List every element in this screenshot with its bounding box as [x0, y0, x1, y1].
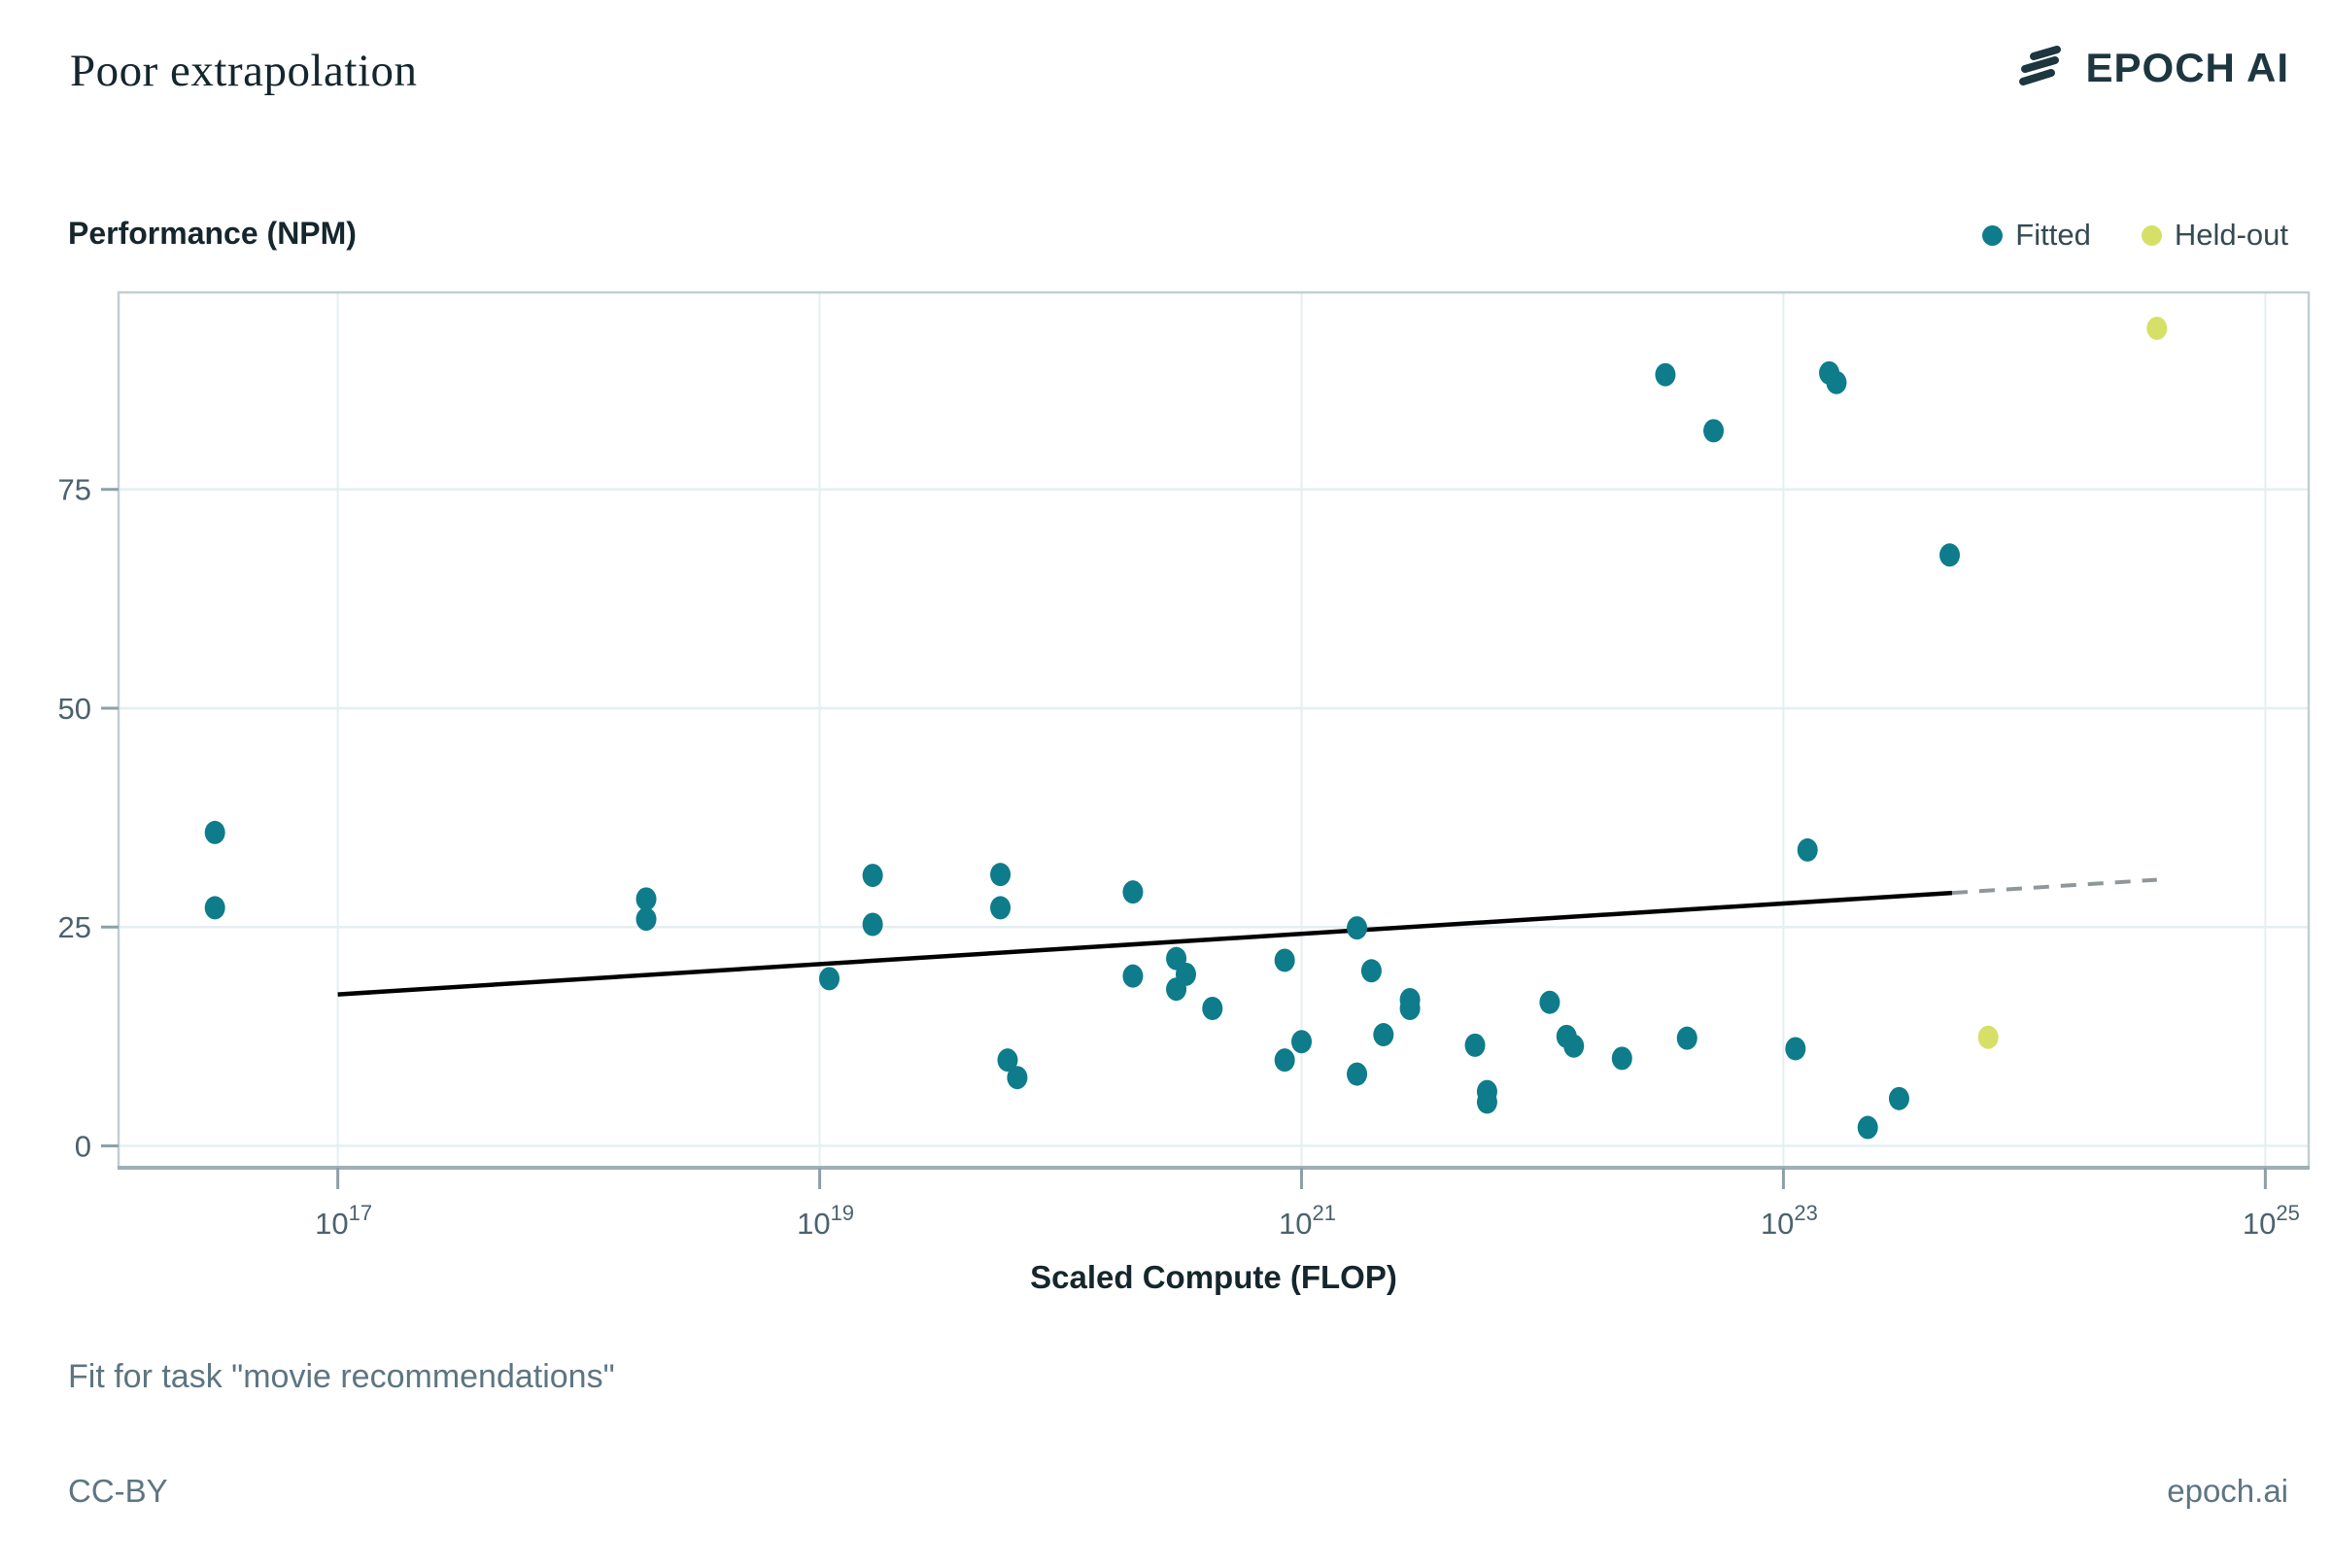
scatter-point-fitted — [1888, 1086, 1909, 1110]
scatter-point-fitted — [1785, 1037, 1806, 1061]
page-title: Poor extrapolation — [70, 46, 418, 96]
scatter-point-fitted — [1373, 1023, 1394, 1047]
scatter-point-fitted — [1539, 990, 1560, 1014]
scatter-point-fitted — [635, 887, 657, 911]
scatter-point-fitted — [1703, 419, 1725, 443]
x-tick-label-23: 1023 — [1761, 1201, 1818, 1241]
fit-line-dashed — [1951, 877, 2157, 896]
legend-item-held-out[interactable]: Held-out — [2141, 218, 2288, 253]
scatter-point-fitted — [990, 863, 1012, 887]
x-tick-label-21: 1021 — [1279, 1201, 1336, 1241]
legend-item-fitted[interactable]: Fitted — [1982, 218, 2091, 253]
epoch-logo-icon — [2018, 46, 2061, 85]
scatter-point-fitted — [1007, 1066, 1028, 1090]
scatter-point-fitted — [1826, 370, 1847, 394]
x-tick-label-25: 1025 — [2243, 1201, 2300, 1241]
scatter-point-fitted — [1347, 1062, 1368, 1086]
scatter-point-fitted — [1347, 916, 1368, 940]
scatter-point-fitted — [1857, 1115, 1878, 1140]
epoch-ai-logo: EPOCH AI — [2016, 45, 2289, 91]
x-axis-title: Scaled Compute (FLOP) — [1030, 1259, 1397, 1295]
scatter-point-fitted — [1202, 997, 1223, 1021]
scatter-point-fitted — [818, 967, 840, 991]
y-tick-label-75: 75 — [58, 473, 91, 507]
legend-label-fitted: Fitted — [2015, 218, 2091, 252]
site-link[interactable]: epoch.ai — [2167, 1473, 2288, 1509]
y-tick-label-0: 0 — [75, 1129, 91, 1163]
scatter-point-fitted — [204, 896, 225, 920]
license: CC-BY — [68, 1473, 168, 1509]
scatter-point-fitted — [1291, 1030, 1313, 1054]
scatter-point-fitted — [990, 896, 1012, 920]
scatter-point-fitted — [1676, 1026, 1698, 1050]
scatter-point-fitted — [1655, 362, 1676, 387]
scatter-point-fitted — [1274, 1048, 1295, 1073]
legend-label-held-out: Held-out — [2174, 218, 2288, 252]
scatter-point-fitted — [1175, 962, 1196, 986]
x-tick-label-17: 1017 — [315, 1201, 372, 1241]
scatter-point-fitted — [1611, 1046, 1632, 1071]
y-tick-label-25: 25 — [58, 910, 91, 944]
held-out-dot-icon — [2141, 224, 2162, 246]
scatter-point-fitted — [862, 864, 883, 888]
scatter-point-fitted — [1939, 543, 1961, 567]
scatter-point-fitted — [1122, 964, 1144, 988]
fitted-dot-icon — [1982, 224, 2004, 246]
x-tick-label-19: 1019 — [797, 1201, 854, 1241]
scatter-point-held-out — [1977, 1025, 1999, 1049]
scatter-point-fitted — [1464, 1033, 1486, 1057]
scatter-point-fitted — [862, 912, 883, 937]
scatter-point-fitted — [1399, 997, 1421, 1021]
fit-line-solid — [337, 890, 1953, 997]
scatter-point-fitted — [1360, 959, 1382, 983]
scatter-point-fitted — [204, 820, 225, 844]
scatter-point-held-out — [2146, 316, 2168, 340]
scatter-point-fitted — [1122, 880, 1144, 904]
scatter-point-fitted — [1797, 837, 1818, 862]
legend: Fitted Held-out — [1982, 218, 2288, 253]
fit-note: Fit for task "movie recommendations" — [68, 1358, 615, 1395]
scatter-point-fitted — [635, 907, 657, 932]
scatter-point-fitted — [1274, 948, 1295, 972]
scatter-point-fitted — [997, 1048, 1018, 1073]
y-axis-title: Performance (NPM) — [68, 216, 357, 251]
scatter-point-fitted — [1563, 1034, 1585, 1058]
y-tick-label-50: 50 — [58, 692, 91, 726]
scatter-point-fitted — [1476, 1090, 1497, 1114]
brand-name: EPOCH AI — [2085, 45, 2289, 90]
